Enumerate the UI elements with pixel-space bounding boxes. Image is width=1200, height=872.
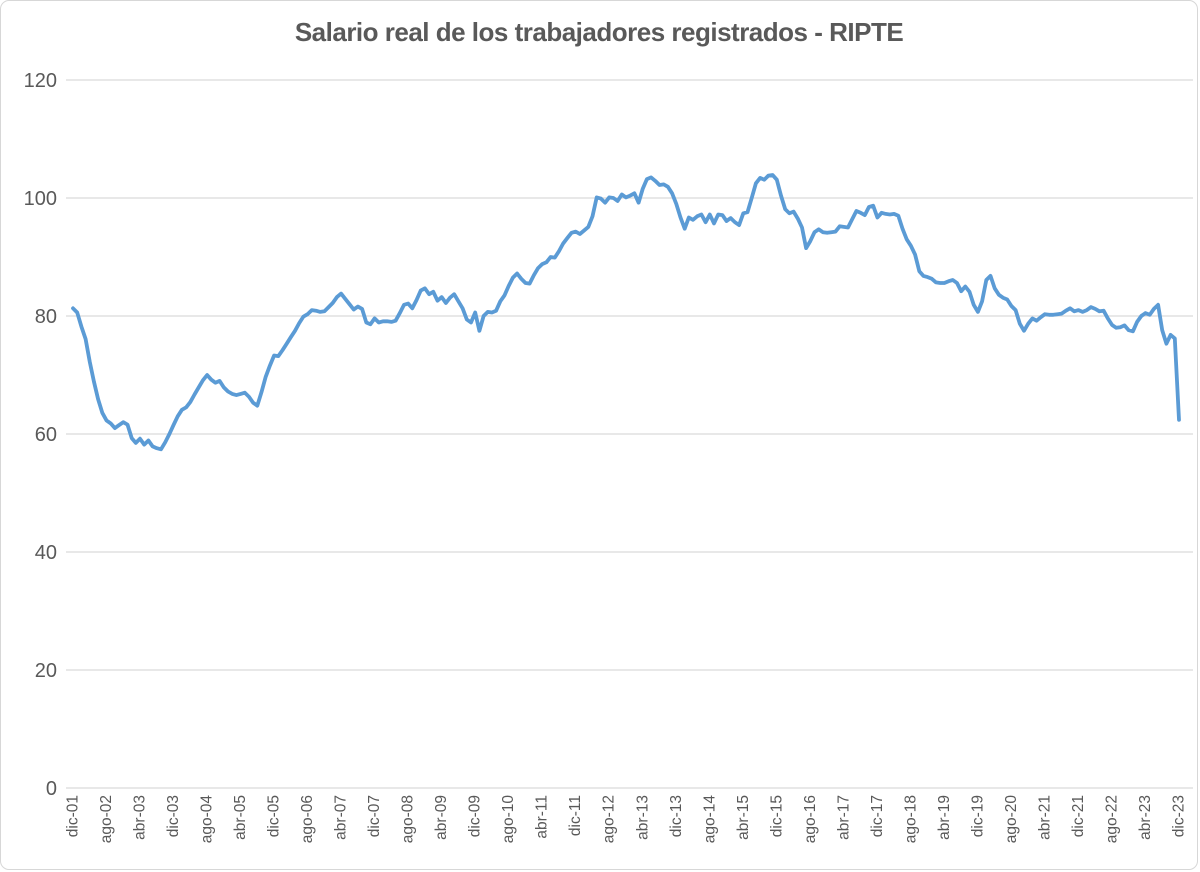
x-tick-label: dic-01 xyxy=(65,795,82,837)
y-tick-label: 60 xyxy=(35,424,57,446)
x-tick-label: dic-23 xyxy=(1171,795,1188,837)
x-tick-label: abr-23 xyxy=(1137,795,1154,840)
x-tick-label: dic-03 xyxy=(165,795,182,837)
x-tick-label: abr-05 xyxy=(232,795,249,840)
x-tick-label: abr-17 xyxy=(835,795,852,840)
x-tick-label: dic-19 xyxy=(969,795,986,837)
x-tick-label: abr-15 xyxy=(735,795,752,840)
series-line-ripte xyxy=(71,173,1181,452)
x-tick-label: abr-21 xyxy=(1036,795,1053,840)
x-tick-label: ago-16 xyxy=(802,795,819,843)
x-tick-label: ago-18 xyxy=(902,795,919,843)
x-tick-label: abr-11 xyxy=(534,795,551,839)
y-tick-label: 100 xyxy=(24,188,57,210)
x-tick-label: abr-19 xyxy=(936,795,953,840)
x-tick-label: dic-15 xyxy=(768,795,785,837)
y-tick-label: 0 xyxy=(46,778,57,800)
y-tick-label: 20 xyxy=(35,660,57,682)
x-tick-label: dic-17 xyxy=(869,795,886,837)
y-tick-label: 40 xyxy=(35,542,57,564)
x-tick-label: dic-13 xyxy=(668,795,685,837)
x-tick-label: ago-14 xyxy=(701,795,718,844)
x-tick-label: ago-08 xyxy=(400,795,417,843)
x-tick-label: dic-11 xyxy=(567,795,584,836)
x-tick-label: ago-10 xyxy=(500,795,517,844)
x-tick-label: ago-02 xyxy=(98,795,115,843)
x-tick-label: ago-06 xyxy=(299,795,316,843)
chart-title: Salario real de los trabajadores registr… xyxy=(294,17,904,47)
x-tick-label: ago-04 xyxy=(199,795,216,844)
x-tick-label: dic-05 xyxy=(266,795,283,837)
x-tick-label: ago-20 xyxy=(1003,795,1020,844)
x-tick-label: abr-13 xyxy=(634,795,651,840)
y-tick-label: 120 xyxy=(24,70,57,92)
x-tick-label: abr-03 xyxy=(132,795,149,840)
x-tick-label: dic-09 xyxy=(467,795,484,837)
x-tick-label: dic-07 xyxy=(366,795,383,837)
x-tick-label: ago-22 xyxy=(1103,795,1120,843)
x-tick-label: ago-12 xyxy=(601,795,618,843)
x-tick-label: abr-07 xyxy=(333,795,350,840)
x-tick-label: dic-21 xyxy=(1070,795,1087,837)
x-tick-label: abr-09 xyxy=(433,795,450,840)
y-tick-label: 80 xyxy=(35,306,57,328)
